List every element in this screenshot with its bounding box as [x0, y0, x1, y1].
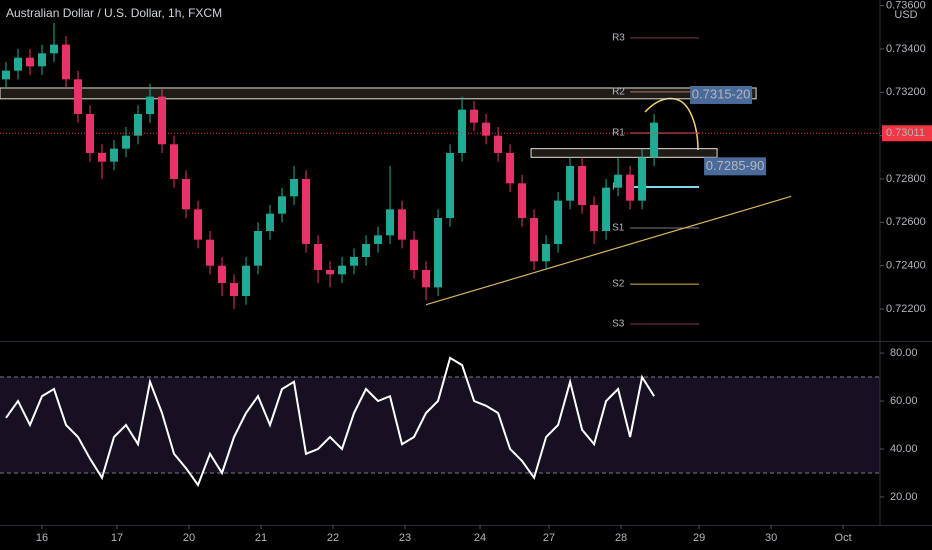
candle-body: [182, 178, 191, 210]
x-tick-label: 16: [36, 532, 48, 544]
candle-body: [278, 196, 287, 214]
candle-body: [218, 265, 227, 284]
x-tick-label: 22: [327, 532, 339, 544]
candle-body: [98, 152, 107, 162]
candle-body: [386, 209, 395, 236]
candle-body: [518, 183, 527, 218]
candle-body: [338, 265, 347, 275]
pivot-label: S2: [612, 279, 625, 290]
y-tick-label: 20.00: [890, 491, 918, 503]
candle-body: [266, 213, 275, 232]
candle-body: [434, 217, 443, 288]
zone-label: 0.7285-90: [706, 158, 765, 173]
candle-body: [482, 122, 491, 136]
candle-body: [122, 135, 131, 149]
y-tick-label: 0.72400: [886, 260, 926, 272]
candle-body: [110, 148, 119, 162]
last-price-box: [882, 125, 932, 142]
x-tick-label: 21: [255, 532, 267, 544]
y-tick-label: 40.00: [890, 443, 918, 455]
candle-body: [542, 244, 551, 262]
zone: [530, 148, 718, 158]
candle-body: [578, 165, 587, 205]
candle-body: [590, 204, 599, 232]
candle-body: [254, 231, 263, 266]
currency-label: USD: [894, 9, 917, 21]
candle-body: [74, 79, 83, 114]
rsi-line: [5, 356, 655, 488]
pivot-label: R2: [612, 87, 625, 98]
pivot-label: S3: [612, 319, 625, 330]
candle-body: [2, 70, 11, 80]
candle-body: [14, 57, 23, 71]
y-tick-label: 0.73400: [886, 43, 926, 55]
candle-body: [638, 157, 647, 201]
y-tick-label: 0.72800: [886, 173, 926, 185]
last-price-label: 0.73011: [886, 127, 925, 139]
zone-label: 0.7315-20: [692, 86, 751, 101]
candle-body: [626, 174, 635, 201]
candle-body: [650, 122, 659, 158]
candle-body: [350, 257, 359, 266]
chart-title: Australian Dollar / U.S. Dollar, 1h, FXC…: [6, 6, 222, 20]
x-tick-label: 17: [111, 532, 123, 544]
zone-label-box: [704, 157, 767, 176]
projection-curve: [644, 97, 699, 151]
y-tick-label: 0.72600: [886, 216, 926, 228]
candle-body: [158, 96, 167, 145]
candle-body: [554, 200, 563, 245]
candle-body: [566, 165, 575, 201]
candle-body: [470, 109, 479, 123]
x-tick-label: 28: [615, 532, 627, 544]
candle-body: [50, 44, 59, 54]
candle-body: [422, 270, 431, 288]
pivot-label: S1: [612, 223, 625, 234]
zone-label-box: [690, 85, 753, 104]
candle-body: [458, 109, 467, 153]
candle-body: [506, 152, 515, 184]
candle-body: [362, 244, 371, 258]
zone: [0, 87, 757, 100]
x-tick-label: 27: [543, 532, 555, 544]
candle-body: [614, 174, 623, 188]
candle-body: [494, 135, 503, 153]
candle-body: [602, 187, 611, 232]
candle-body: [290, 178, 299, 197]
x-tick-label: 29: [693, 532, 705, 544]
candle-body: [38, 53, 47, 67]
x-tick-label: 24: [474, 532, 486, 544]
candle-body: [62, 44, 71, 80]
candle-body: [530, 217, 539, 262]
candle-body: [446, 152, 455, 218]
candle-body: [230, 283, 239, 297]
x-tick-label: 23: [399, 532, 411, 544]
x-tick-label: 20: [183, 532, 195, 544]
candle-body: [146, 96, 155, 114]
candle-body: [242, 265, 251, 297]
candle-body: [134, 113, 143, 136]
candle-body: [26, 57, 35, 67]
candle-body: [410, 239, 419, 271]
candle-body: [170, 144, 179, 179]
candle-body: [302, 178, 311, 245]
candle-body: [374, 235, 383, 245]
candle-body: [398, 209, 407, 240]
pivot-label: R3: [612, 33, 625, 44]
x-tick-label: Oct: [835, 532, 852, 544]
y-tick-label: 0.72200: [886, 303, 926, 315]
x-tick-label: 30: [765, 532, 777, 544]
y-tick-label: 60.00: [890, 395, 918, 407]
y-tick-label: 80.00: [890, 347, 918, 359]
trendline: [425, 195, 792, 306]
y-tick-label: 0.73600: [886, 0, 926, 12]
candle-body: [194, 209, 203, 240]
y-tick-label: 0.73200: [886, 86, 926, 98]
candle-body: [206, 239, 215, 266]
candle-body: [314, 244, 323, 271]
candle-body: [326, 270, 335, 275]
